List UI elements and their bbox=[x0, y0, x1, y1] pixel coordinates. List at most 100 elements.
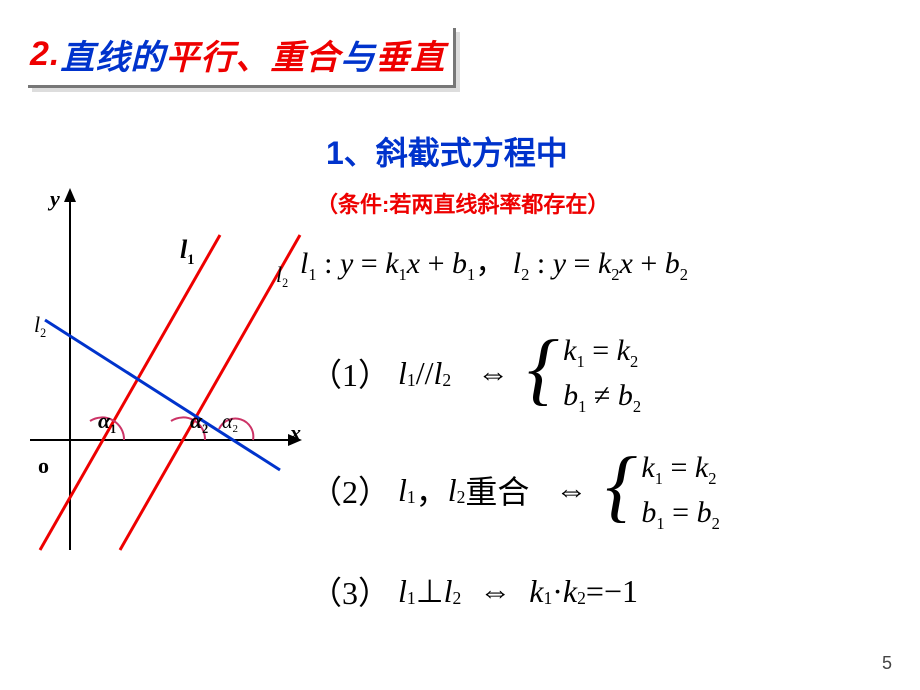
y-axis-label: y bbox=[50, 186, 60, 212]
eq-y1: y bbox=[340, 247, 353, 280]
eq-colon2: : bbox=[529, 247, 552, 280]
row3-k2: k bbox=[563, 573, 577, 610]
row1-l1: l bbox=[398, 355, 407, 392]
row3-k1: k bbox=[529, 573, 543, 610]
alpha2-text: α bbox=[190, 408, 202, 433]
row3-l1: l bbox=[398, 573, 407, 610]
alpha1-sub: 1 bbox=[110, 422, 116, 436]
row3-iff: ⇔ bbox=[479, 573, 511, 610]
row3-dot: · bbox=[552, 573, 563, 610]
title-prefix: 2. bbox=[30, 35, 60, 74]
r1c1a: k bbox=[563, 334, 576, 367]
r2c2a: b bbox=[641, 496, 656, 529]
alpha2-label: α2 bbox=[190, 408, 208, 434]
row3-perp: ⊥ bbox=[416, 572, 444, 610]
eq-l1-sub: 1 bbox=[308, 265, 316, 284]
eq-k2-sub: 2 bbox=[611, 265, 619, 284]
r2c1b: k bbox=[695, 451, 708, 484]
l2-blue-label-sub: 2 bbox=[40, 326, 46, 340]
eq-plus1: + bbox=[420, 247, 452, 280]
alpha2-sub: 2 bbox=[202, 422, 208, 436]
row2-l1: l bbox=[398, 472, 407, 509]
eq-l2-sub: 2 bbox=[521, 265, 529, 284]
row3-l1s: 1 bbox=[407, 588, 416, 609]
section-title: 2. 直线的 平行、重合 与 垂直 bbox=[28, 28, 456, 88]
row2-num: （2） bbox=[310, 467, 390, 513]
row3-num: （3） bbox=[310, 568, 390, 614]
eq-y2: y bbox=[553, 247, 566, 280]
title-part-b: 平行、重合 bbox=[165, 30, 340, 79]
l1-label: l1 bbox=[180, 235, 194, 265]
eq-comma: ， bbox=[475, 247, 505, 280]
eq-b1-sub: 1 bbox=[467, 265, 475, 284]
r1c1b: k bbox=[617, 334, 630, 367]
title-part-a: 直线的 bbox=[60, 30, 165, 79]
r2c2bs: 2 bbox=[712, 514, 720, 533]
alpha2b-text: α bbox=[222, 411, 233, 433]
l2-blue-label: l2 bbox=[34, 312, 46, 338]
row3-l2s: 2 bbox=[452, 588, 461, 609]
coordinate-diagram: y x o l1 l2 l2 α1 α2 α2 bbox=[20, 180, 320, 560]
row2-comma: ， bbox=[416, 467, 448, 513]
eq-b2: b bbox=[665, 247, 680, 280]
eq-eq1: = bbox=[353, 247, 385, 280]
row2-l2s: 2 bbox=[457, 487, 466, 508]
row3-l2: l bbox=[444, 573, 453, 610]
row1-l2s: 2 bbox=[442, 370, 451, 391]
eq-b2-sub: 2 bbox=[680, 265, 688, 284]
eq-x2: x bbox=[620, 247, 633, 280]
row3-neg1: −1 bbox=[604, 573, 638, 610]
diagram-svg bbox=[20, 180, 320, 560]
alpha2b-label: α2 bbox=[222, 411, 238, 434]
row2-coincide: 重合 bbox=[465, 467, 529, 513]
r1c1as: 1 bbox=[577, 352, 585, 371]
title-part-c: 与 bbox=[340, 30, 375, 79]
eq-plus2: + bbox=[633, 247, 665, 280]
eq-k2: k bbox=[598, 247, 611, 280]
eq-l2: l bbox=[513, 247, 521, 280]
r2c2b: b bbox=[697, 496, 712, 529]
alpha2b-sub: 2 bbox=[233, 423, 239, 435]
r1c1bs: 2 bbox=[630, 352, 638, 371]
row1-num: （1） bbox=[310, 350, 390, 396]
r2c1as: 1 bbox=[655, 469, 663, 488]
origin-label: o bbox=[38, 453, 49, 479]
r1c1eq: = bbox=[585, 334, 617, 367]
r1c2eq: ≠ bbox=[586, 379, 617, 412]
condition-coincident: （2） l1， l2重合 ⇔ { k1 = k2 b1 = b2 bbox=[310, 445, 720, 535]
row3-k2s: 2 bbox=[577, 588, 586, 609]
eq-k1-sub: 1 bbox=[399, 265, 407, 284]
r1c2bs: 2 bbox=[633, 397, 641, 416]
row2-iff: ⇔ bbox=[555, 472, 587, 509]
l2-red-label-sub: 2 bbox=[282, 276, 288, 290]
r1c2a: b bbox=[563, 379, 578, 412]
r2c1a: k bbox=[641, 451, 654, 484]
line-l2-blue bbox=[45, 320, 280, 470]
brace-icon: { bbox=[527, 329, 559, 409]
eq-eq2: = bbox=[566, 247, 598, 280]
eq-x1: x bbox=[407, 247, 420, 280]
r2c1bs: 2 bbox=[708, 469, 716, 488]
y-axis-arrow bbox=[64, 188, 76, 202]
l2-red-label: l2 bbox=[276, 262, 288, 288]
x-axis-label: x bbox=[290, 420, 301, 446]
brace-icon: { bbox=[605, 446, 637, 526]
eq-k1: k bbox=[385, 247, 398, 280]
r2c2as: 1 bbox=[656, 514, 664, 533]
row2-cases: k1 = k2 b1 = b2 bbox=[641, 445, 719, 535]
condition-text: （条件:若两直线斜率都存在） bbox=[316, 187, 609, 219]
subtitle: 1、斜截式方程中 bbox=[326, 128, 568, 174]
row1-parallel: // bbox=[416, 355, 434, 392]
eq-colon1: : bbox=[317, 247, 340, 280]
r1c2b: b bbox=[618, 379, 633, 412]
r2c1eq: = bbox=[663, 451, 695, 484]
r1c2as: 1 bbox=[578, 397, 586, 416]
row1-iff: ⇔ bbox=[477, 355, 509, 392]
row1-cases: k1 = k2 b1 ≠ b2 bbox=[563, 328, 641, 418]
row3-k1s: 1 bbox=[543, 588, 552, 609]
row3-eq: = bbox=[586, 573, 604, 610]
condition-parallel: （1） l1 // l2 ⇔ { k1 = k2 b1 ≠ b2 bbox=[310, 328, 641, 418]
line-equations: l1 : y = k1x + b1， l2 : y = k2x + b2 bbox=[300, 238, 688, 282]
page-number: 5 bbox=[882, 653, 892, 674]
condition-perpendicular: （3） l1 ⊥ l2 ⇔ k1 · k2 = −1 bbox=[310, 568, 638, 614]
